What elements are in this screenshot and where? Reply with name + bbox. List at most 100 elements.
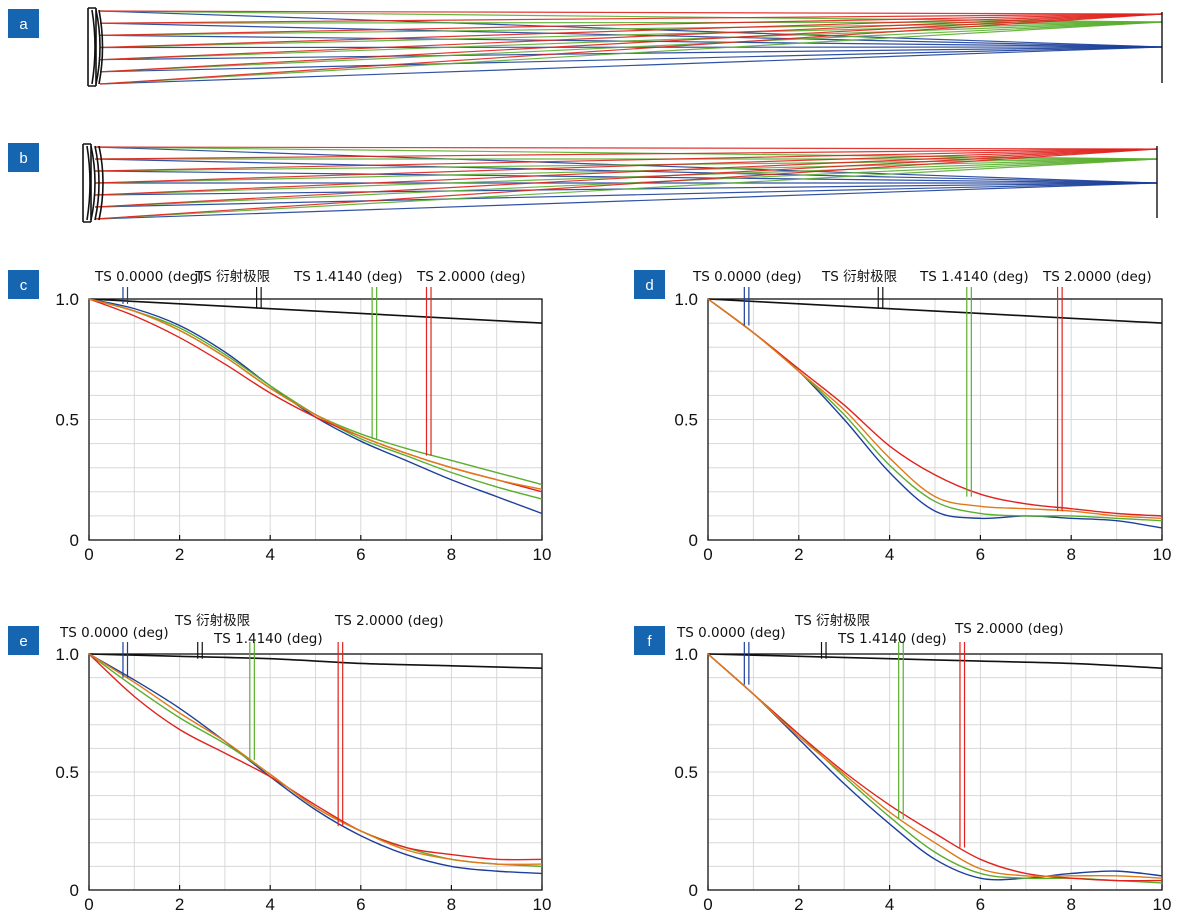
field-label: TS 0.0000 (deg)	[59, 625, 169, 641]
ray-red	[99, 10, 1163, 15]
ray-red	[94, 146, 1158, 150]
series-line-blue	[88, 653, 543, 875]
plot-frame	[707, 653, 1163, 891]
plot-frame	[707, 298, 1163, 541]
field-label: TS 1.4140 (deg)	[213, 631, 323, 647]
ray-green	[99, 21, 1163, 73]
mtf-chart-f: 0 2 4 6 8 10 0 0.5 1.0 TS 0.0000 (deg) TS 衍射极限 TS 1…	[634, 613, 1171, 914]
ray-blue	[99, 46, 1163, 73]
mtf-chart-c: 0 2 4 6 8 10 0 0.5 1.0 TS 0.0000 (deg)TS 衍射极限 TS 1…	[8, 269, 551, 564]
field-label: TS 1.4140 (deg)	[919, 269, 1029, 285]
x-tick-label: 6	[976, 895, 985, 914]
x-tick-label: 2	[175, 545, 184, 564]
ray-red	[99, 13, 1163, 24]
y-tick-label: 0.5	[674, 763, 698, 782]
grid	[708, 299, 1162, 540]
field-label: TS 衍射极限	[821, 269, 898, 285]
ray-blue	[99, 46, 1163, 85]
ray-green	[94, 158, 1158, 220]
grid	[89, 299, 542, 540]
y-tick-label: 1.0	[55, 645, 79, 664]
x-tick-label: 6	[356, 895, 365, 914]
panel-badge-d	[634, 270, 665, 299]
field-label: TS 衍射极限	[174, 613, 251, 629]
field-label: TS 2.0000 (deg)	[954, 621, 1064, 637]
x-tick-label: 8	[447, 545, 456, 564]
series-line-orange	[707, 298, 1163, 520]
field-label: TS 2.0000 (deg)	[334, 613, 444, 629]
mtf-chart-d: 0 2 4 6 8 10 0 0.5 1.0 TS 0.0000 (deg) TS 衍射极限 TS 1…	[634, 269, 1171, 564]
field-label: TS 0.0000 (deg)	[94, 269, 204, 285]
field-label: TS 衍射极限	[794, 613, 871, 629]
lens-group-b	[82, 143, 104, 223]
field-label: TS 衍射极限	[194, 269, 271, 285]
x-tick-label: 4	[265, 545, 274, 564]
grid	[89, 654, 542, 890]
ray-blue	[94, 182, 1158, 208]
field-label: TS 2.0000 (deg)	[1042, 269, 1152, 285]
ray-red	[99, 13, 1163, 61]
ray-red	[94, 148, 1158, 220]
ray-red	[94, 148, 1158, 184]
x-tick-label: 2	[794, 895, 803, 914]
x-tick-label: 0	[84, 895, 93, 914]
ray-panel-b: b	[8, 143, 1158, 223]
x-tick-label: 10	[533, 545, 552, 564]
ray-red	[99, 13, 1163, 73]
ray-red	[99, 13, 1163, 36]
panel-badge-c	[8, 270, 39, 299]
x-tick-label: 6	[976, 545, 985, 564]
y-tick-label: 0.5	[55, 763, 79, 782]
series-line-orange	[88, 653, 543, 866]
y-tick-label: 0	[689, 531, 698, 550]
x-tick-label: 4	[885, 895, 894, 914]
x-tick-label: 4	[265, 895, 274, 914]
y-tick-label: 1.0	[674, 645, 698, 664]
series-line-blue	[707, 653, 1163, 881]
mtf-chart-e: 0 2 4 6 8 10 0 0.5 1.0 TS 0.0000 (deg) TS 衍射极限 TS 1…	[8, 613, 551, 914]
x-tick-label: 4	[885, 545, 894, 564]
ray-red	[94, 148, 1158, 172]
ray-red	[94, 148, 1158, 196]
ray-green	[94, 158, 1158, 184]
panel-badge-b	[8, 143, 39, 172]
x-tick-label: 8	[1066, 545, 1075, 564]
x-tick-label: 6	[356, 545, 365, 564]
panel-label-b: b	[19, 150, 27, 167]
y-tick-label: 0.5	[55, 411, 79, 430]
panel-label-e: e	[19, 633, 27, 650]
field-label: TS 0.0000 (deg)	[676, 625, 786, 641]
series-line-black	[707, 653, 1163, 669]
y-tick-label: 0	[70, 531, 79, 550]
ray-red	[99, 13, 1163, 85]
grid	[708, 654, 1162, 890]
panel-badge-f	[634, 626, 665, 655]
panel-badge-a	[8, 9, 39, 38]
field-label: TS 1.4140 (deg)	[837, 631, 947, 647]
x-tick-label: 10	[1153, 895, 1172, 914]
x-tick-label: 8	[1066, 895, 1075, 914]
ray-green	[99, 21, 1163, 61]
field-label: TS 2.0000 (deg)	[416, 269, 526, 285]
series-line-orange	[88, 298, 543, 491]
series-line-red	[707, 298, 1163, 517]
x-tick-label: 2	[794, 545, 803, 564]
panel-label-a: a	[19, 16, 28, 33]
panel-label-d: d	[645, 277, 653, 294]
series-line-black	[88, 653, 543, 669]
panel-badge-e	[8, 626, 39, 655]
ray-panel-a: a	[8, 7, 1163, 87]
x-tick-label: 0	[84, 545, 93, 564]
field-label: TS 0.0000 (deg)	[692, 269, 802, 285]
series-line-red	[88, 653, 543, 861]
ray-blue	[94, 182, 1158, 220]
lens-group-a	[87, 7, 104, 87]
y-tick-label: 1.0	[674, 290, 698, 309]
ray-green	[94, 158, 1158, 208]
panel-label-c: c	[20, 277, 28, 294]
x-tick-label: 0	[703, 545, 712, 564]
panel-label-f: f	[647, 633, 652, 650]
series-line-black	[707, 298, 1163, 324]
series-line-orange	[707, 653, 1163, 879]
ray-bundle-b	[94, 146, 1158, 220]
